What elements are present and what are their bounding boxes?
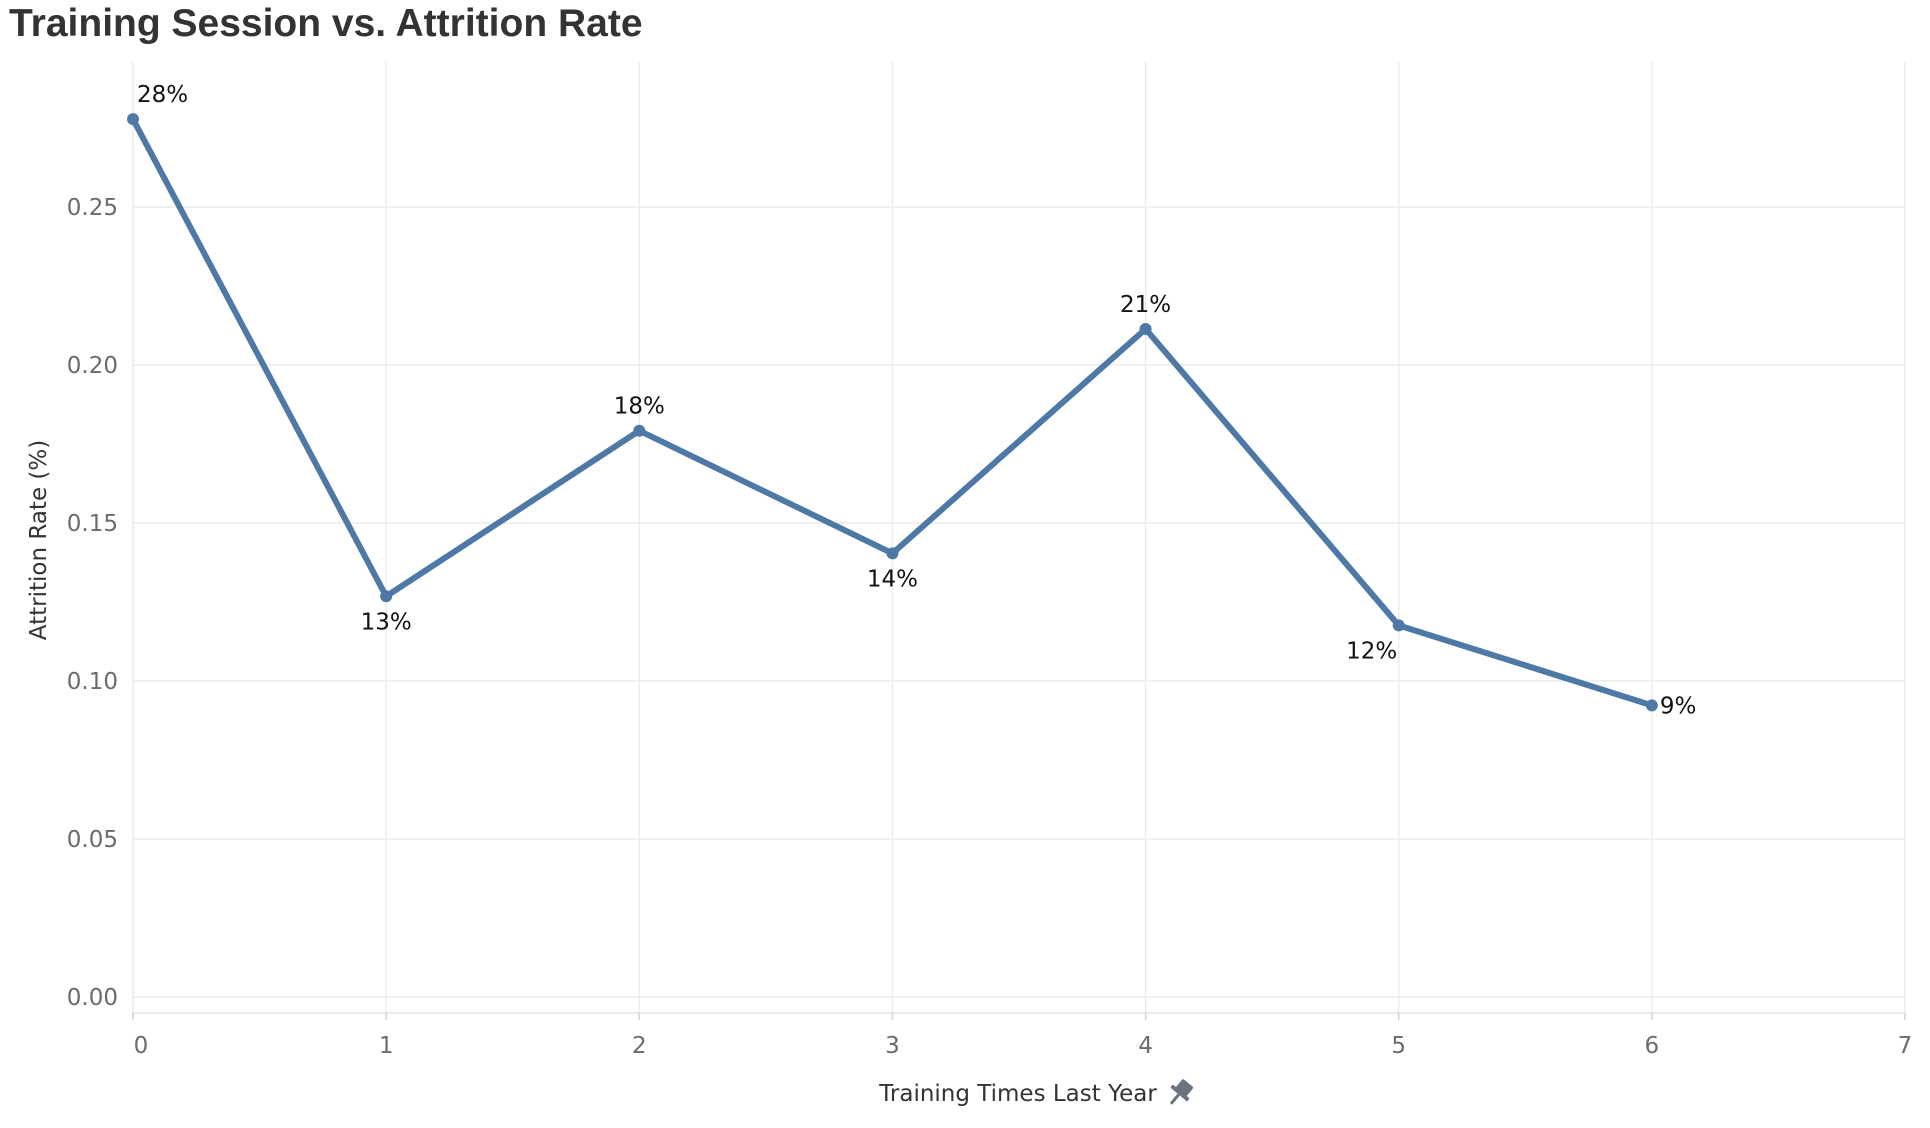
data-label: 13% xyxy=(361,609,412,635)
data-point xyxy=(1392,619,1405,632)
data-point xyxy=(1139,322,1152,335)
series-group xyxy=(127,113,1658,712)
x-tick-label: 5 xyxy=(1391,1033,1406,1059)
y-tick-label: 0.05 xyxy=(67,827,118,853)
y-tick-label: 0.10 xyxy=(67,669,118,695)
data-point xyxy=(127,113,139,126)
data-point xyxy=(633,424,646,437)
data-label: 18% xyxy=(614,394,665,420)
grid-lines xyxy=(132,62,1906,1020)
x-tick-label: 4 xyxy=(1138,1033,1153,1059)
y-tick-label: 0.00 xyxy=(67,985,118,1011)
y-tick-label: 0.20 xyxy=(67,353,118,379)
y-tick-label: 0.25 xyxy=(67,195,118,221)
data-label: 28% xyxy=(137,82,188,108)
x-tick-label: 7 xyxy=(1898,1033,1913,1059)
y-axis-ticks: 0.00 0.05 0.10 0.15 0.20 0.25 xyxy=(67,195,118,1011)
x-tick-label: 3 xyxy=(885,1033,900,1059)
x-axis-ticks: 0 1 2 3 4 5 6 7 xyxy=(134,1033,1913,1059)
chart-title: Training Session vs. Attrition Rate xyxy=(9,2,643,45)
data-labels: 28% 13% 18% 14% 21% 12% 9% xyxy=(137,82,1696,719)
x-tick-label: 1 xyxy=(379,1033,394,1059)
data-label: 9% xyxy=(1660,693,1697,719)
y-tick-label: 0.15 xyxy=(67,511,118,537)
data-label: 21% xyxy=(1120,292,1171,318)
data-label: 14% xyxy=(867,566,918,592)
x-tick-label: 6 xyxy=(1645,1033,1660,1059)
x-tick-label: 2 xyxy=(632,1033,647,1059)
data-point xyxy=(886,547,899,560)
pin-icon[interactable] xyxy=(1163,1076,1197,1111)
data-point xyxy=(1645,699,1658,712)
x-axis-label: Training Times Last Year xyxy=(878,1081,1157,1107)
data-point xyxy=(380,590,393,603)
x-tick-label: 0 xyxy=(134,1033,149,1059)
data-label: 12% xyxy=(1346,638,1397,664)
y-axis-label: Attrition Rate (%) xyxy=(26,440,52,640)
